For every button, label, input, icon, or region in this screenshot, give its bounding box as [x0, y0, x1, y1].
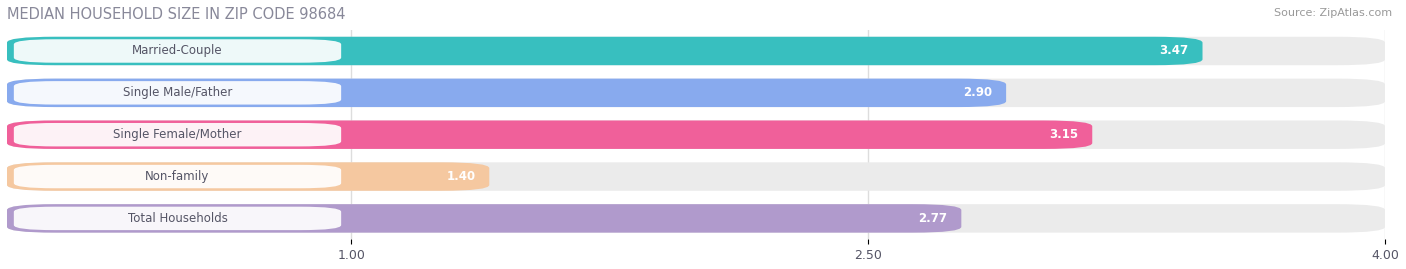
Text: MEDIAN HOUSEHOLD SIZE IN ZIP CODE 98684: MEDIAN HOUSEHOLD SIZE IN ZIP CODE 98684	[7, 7, 346, 22]
Text: Source: ZipAtlas.com: Source: ZipAtlas.com	[1274, 8, 1392, 18]
FancyBboxPatch shape	[7, 37, 1202, 65]
Text: 2.77: 2.77	[918, 212, 948, 225]
Text: Total Households: Total Households	[128, 212, 228, 225]
Text: 1.40: 1.40	[446, 170, 475, 183]
FancyBboxPatch shape	[14, 39, 342, 63]
FancyBboxPatch shape	[7, 162, 1385, 191]
FancyBboxPatch shape	[7, 37, 1385, 65]
FancyBboxPatch shape	[14, 123, 342, 146]
FancyBboxPatch shape	[14, 165, 342, 188]
Text: Single Male/Father: Single Male/Father	[122, 86, 232, 99]
FancyBboxPatch shape	[14, 81, 342, 105]
FancyBboxPatch shape	[7, 79, 1385, 107]
Text: Married-Couple: Married-Couple	[132, 44, 222, 58]
FancyBboxPatch shape	[7, 204, 1385, 233]
Text: Non-family: Non-family	[145, 170, 209, 183]
FancyBboxPatch shape	[7, 79, 1007, 107]
FancyBboxPatch shape	[7, 121, 1092, 149]
Text: 3.15: 3.15	[1049, 128, 1078, 141]
FancyBboxPatch shape	[7, 204, 962, 233]
Text: 3.47: 3.47	[1160, 44, 1188, 58]
Text: Single Female/Mother: Single Female/Mother	[114, 128, 242, 141]
FancyBboxPatch shape	[14, 207, 342, 230]
FancyBboxPatch shape	[7, 121, 1385, 149]
Text: 2.90: 2.90	[963, 86, 993, 99]
FancyBboxPatch shape	[7, 162, 489, 191]
